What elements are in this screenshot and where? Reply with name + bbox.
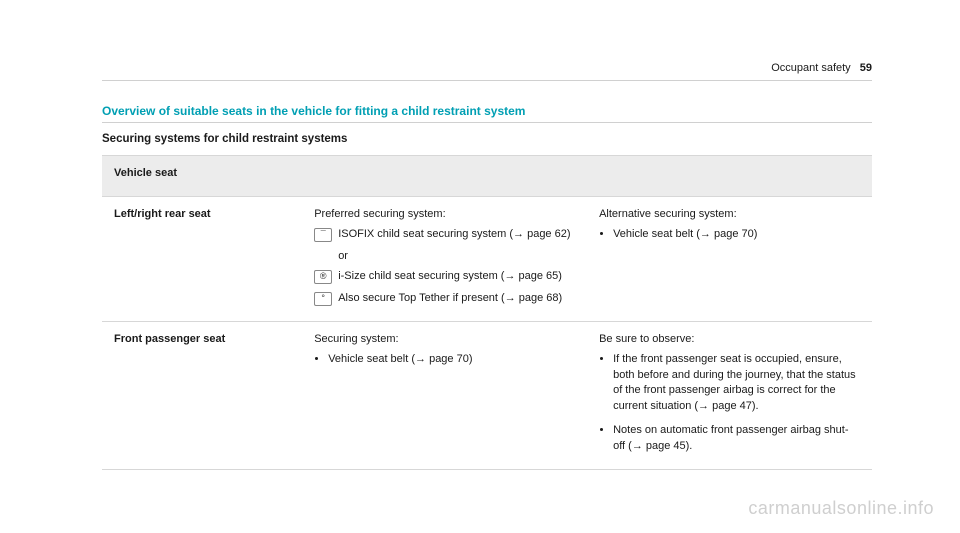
watermark: carmanualsonline.info <box>748 498 934 519</box>
bullet-item: Notes on automatic front passenger airba… <box>613 423 860 455</box>
top-tether-icon: ° <box>314 292 332 306</box>
lead-text: Preferred securing system: <box>314 207 575 223</box>
icon-item: ¯ ISOFIX child seat securing system (→ p… <box>314 227 575 243</box>
isize-icon: ® <box>314 270 332 284</box>
isofix-icon: ¯ <box>314 228 332 242</box>
item-text: i-Size child seat securing system (→ pag… <box>338 269 562 285</box>
item-text: ISOFIX child seat securing system (→ pag… <box>338 227 570 243</box>
bullet-item: Vehicle seat belt (→ page 70) <box>613 227 860 243</box>
lead-text: Alternative securing system: <box>599 207 860 223</box>
bullet-list: Vehicle seat belt (→ page 70) <box>599 227 860 243</box>
preferred-cell: Preferred securing system: ¯ ISOFIX chil… <box>302 196 587 321</box>
rule-under-title <box>102 122 872 123</box>
bullet-item: Vehicle seat belt (→ page 70) <box>328 352 575 368</box>
bullet-item: If the front passenger seat is occupied,… <box>613 352 860 416</box>
running-head: Occupant safety 59 <box>771 62 872 74</box>
seat-label: Front passenger seat <box>102 321 302 470</box>
section-name: Occupant safety <box>771 62 851 74</box>
lead-text: Securing system: <box>314 332 575 348</box>
observe-cell: Be sure to observe: If the front passeng… <box>587 321 872 470</box>
subheading: Securing systems for child restraint sys… <box>102 133 872 145</box>
icon-item: ® i-Size child seat securing system (→ p… <box>314 269 575 285</box>
section-title: Overview of suitable seats in the vehicl… <box>102 104 872 118</box>
page-number: 59 <box>860 62 872 74</box>
bullet-list: Vehicle seat belt (→ page 70) <box>314 352 575 368</box>
table-header: Vehicle seat <box>102 156 872 197</box>
or-text: or <box>338 249 575 265</box>
table-row: Front passenger seat Securing system: Ve… <box>102 321 872 470</box>
icon-item: ° Also secure Top Tether if present (→ p… <box>314 291 575 307</box>
table-row: Left/right rear seat Preferred securing … <box>102 196 872 321</box>
item-text: Also secure Top Tether if present (→ pag… <box>338 291 562 307</box>
securing-cell: Securing system: Vehicle seat belt (→ pa… <box>302 321 587 470</box>
alternative-cell: Alternative securing system: Vehicle sea… <box>587 196 872 321</box>
rule-top <box>102 80 872 81</box>
seat-label: Left/right rear seat <box>102 196 302 321</box>
bullet-list: If the front passenger seat is occupied,… <box>599 352 860 456</box>
seat-table: Vehicle seat Left/right rear seat Prefer… <box>102 155 872 470</box>
lead-text: Be sure to observe: <box>599 332 860 348</box>
page: Occupant safety 59 Overview of suitable … <box>0 0 960 533</box>
